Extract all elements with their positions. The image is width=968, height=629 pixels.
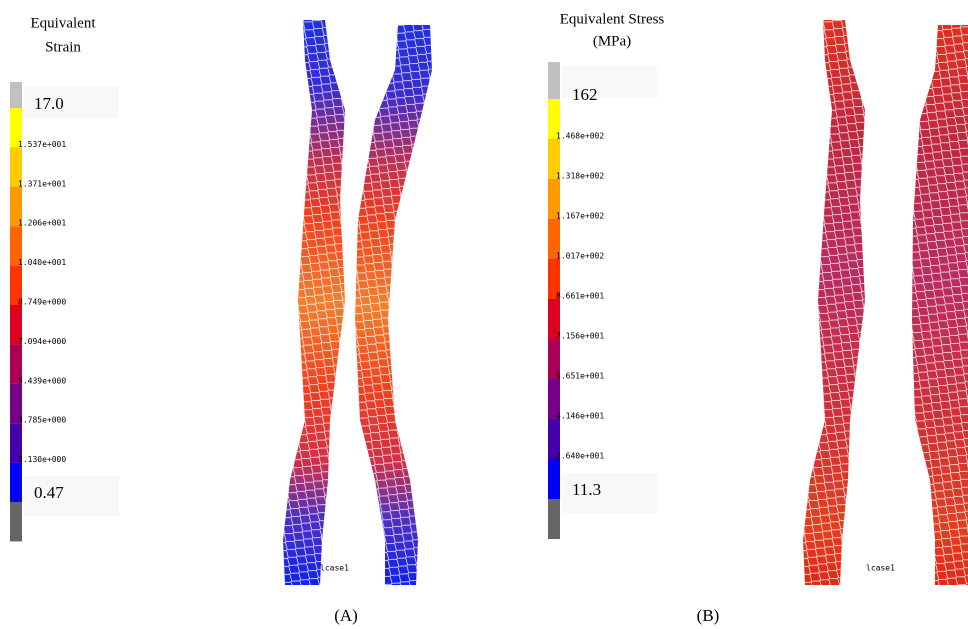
color-band [10,463,22,502]
legend-title: Equivalent Stress [560,11,665,27]
tick-label: 1.537e+001 [18,140,66,149]
figure: Equivalent Strain 17.0 1.537e+001 1.371e+001… [0,0,968,629]
panel-b-model [803,20,968,585]
color-band [548,62,560,99]
caption: (B) [697,606,720,625]
legend-title: Equivalent [31,15,97,31]
tick-label: 7.094e+000 [18,337,66,346]
tick-label: 1.040e+001 [18,258,66,267]
color-band [10,502,22,541]
caption: (A) [334,606,358,625]
tick-label: 2.130e+000 [18,455,66,464]
tick-label: 1.017e+002 [556,252,604,261]
case-label: lcase1 [866,564,895,573]
color-band [548,459,560,499]
tick-label: 5.439e+000 [18,376,66,385]
tick-label: 7.156e+001 [556,332,604,341]
max-label: 17.0 [34,94,64,113]
legend-title: Strain [45,39,81,55]
color-band [548,499,560,539]
tick-label: 8.749e+000 [18,298,66,307]
panel-a-model [283,20,432,585]
tick-label: 2.640e+001 [556,452,604,461]
tick-label: 1.318e+002 [556,172,604,181]
tick-label: 1.206e+001 [18,219,66,228]
min-label: 11.3 [572,480,601,499]
tick-label: 5.651e+001 [556,372,604,381]
legend-title: (MPa) [593,33,631,49]
tick-label: 3.785e+000 [18,416,66,425]
tick-label: 1.167e+002 [556,212,604,221]
tick-label: 1.468e+002 [556,132,604,141]
case-label: lcase1 [320,564,349,573]
color-band [10,82,22,108]
max-label: 162 [572,85,598,104]
tick-label: 1.371e+001 [18,179,66,188]
tick-label: 4.146e+001 [556,412,604,421]
tick-label: 8.661e+001 [556,292,604,301]
min-label: 0.47 [34,483,64,502]
